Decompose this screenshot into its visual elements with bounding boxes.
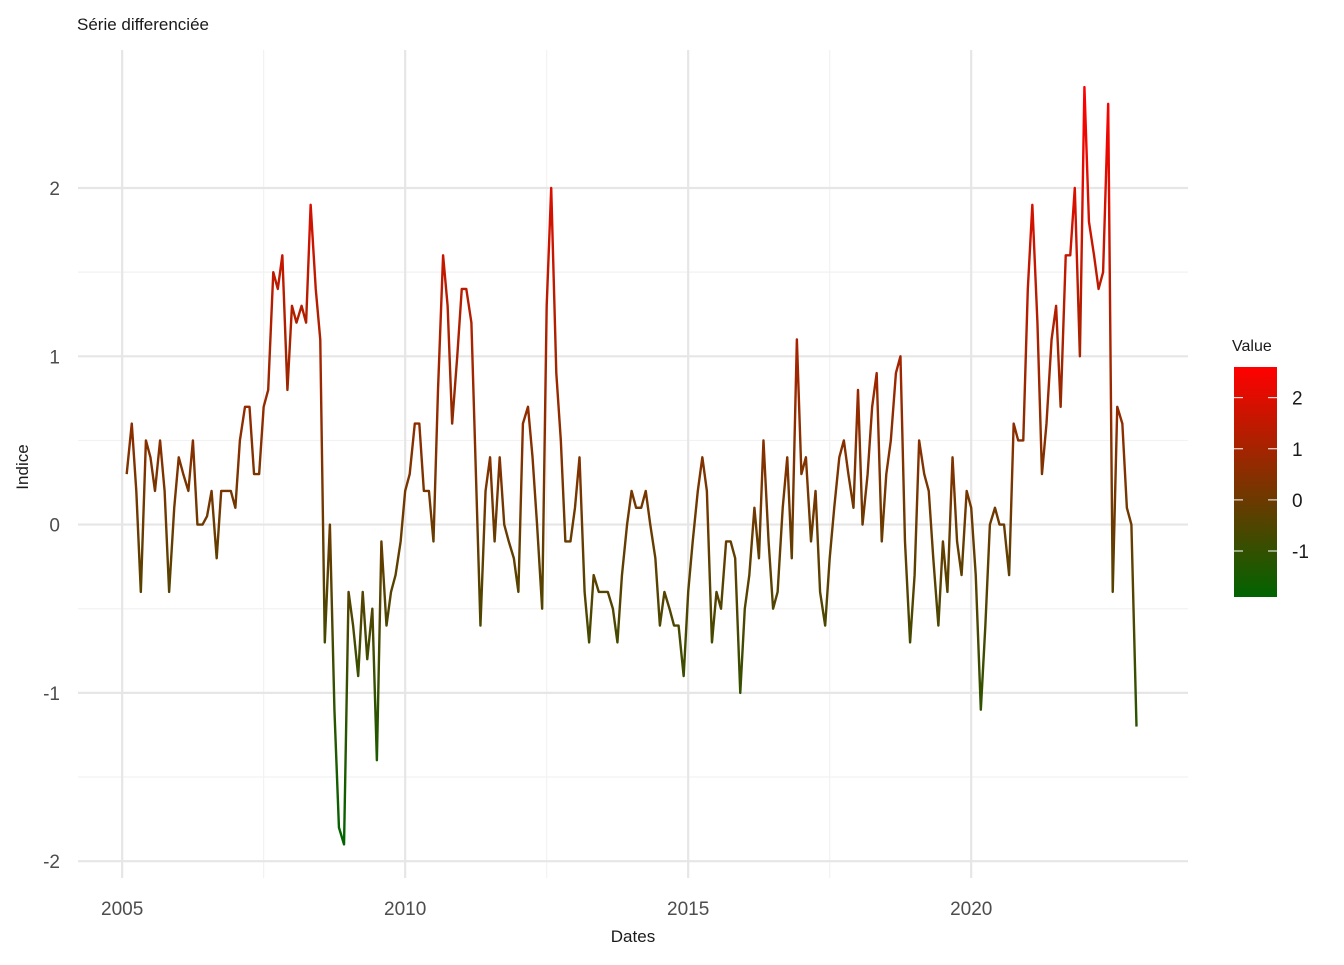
x-tick-label: 2020 — [950, 899, 992, 920]
legend-tick-label: 1 — [1292, 440, 1303, 461]
x-tick-label: 2010 — [384, 899, 426, 920]
legend-title: Value — [1232, 338, 1272, 355]
y-tick-label: -1 — [43, 684, 60, 705]
y-axis-label: Indice — [13, 444, 32, 489]
legend-tick-label: 2 — [1292, 389, 1303, 410]
data-line — [125, 85, 1138, 846]
legend-tick-label: -1 — [1292, 542, 1309, 563]
chart-title: Série differenciée — [77, 15, 209, 34]
legend-tick-label: 0 — [1292, 491, 1303, 512]
y-tick-label: 1 — [49, 347, 60, 368]
legend-colorbar — [1234, 367, 1277, 597]
x-tick-label: 2005 — [101, 899, 143, 920]
x-axis-label: Dates — [611, 927, 655, 946]
y-tick-label: 2 — [49, 179, 60, 200]
y-tick-label: 0 — [49, 516, 60, 537]
x-tick-label: 2015 — [667, 899, 709, 920]
y-tick-label: -2 — [43, 852, 60, 873]
